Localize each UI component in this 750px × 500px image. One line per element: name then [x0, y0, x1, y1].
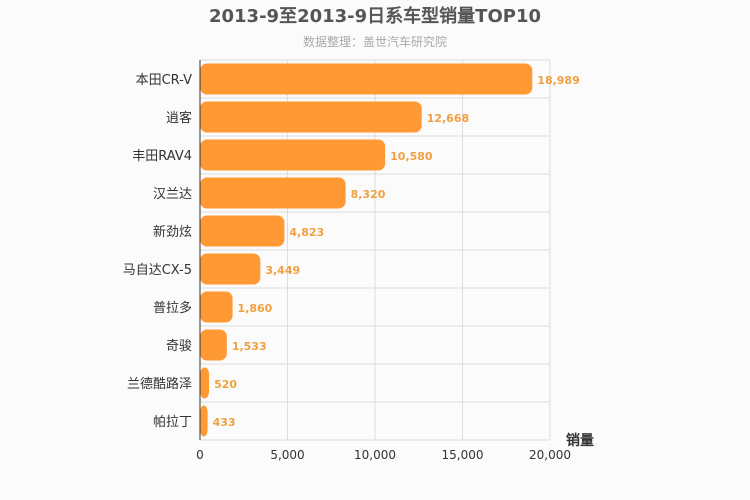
value-label: 3,449: [265, 264, 300, 277]
x-tick-label: 10,000: [354, 448, 396, 462]
bar: [200, 367, 210, 399]
category-label: 逍客: [166, 110, 192, 126]
category-label: 普拉多: [153, 300, 192, 316]
labels: 0 5,000 10,000 15,000 20,000 本田CR-V 18,989 逍客 12…: [123, 73, 580, 462]
value-label: 10,580: [390, 150, 433, 163]
value-label: 8,320: [351, 188, 386, 201]
category-label: 汉兰达: [153, 187, 192, 202]
bar: [200, 329, 227, 361]
value-label: 433: [213, 416, 236, 429]
category-label: 帕拉丁: [153, 415, 192, 430]
value-label: 1,533: [232, 340, 267, 353]
bar: [200, 177, 346, 209]
bar: [200, 291, 233, 323]
value-label: 4,823: [289, 226, 324, 239]
bar: [200, 253, 261, 285]
x-tick-label: 20,000: [529, 448, 571, 462]
x-tick-label: 15,000: [442, 448, 484, 462]
bar: [200, 405, 208, 437]
bar: [200, 139, 386, 171]
x-tick-label: 5,000: [270, 448, 304, 462]
category-label: 马自达CX-5: [123, 263, 192, 278]
bar: [200, 63, 533, 95]
value-label: 18,989: [537, 74, 579, 87]
value-label: 520: [214, 378, 237, 391]
category-label: 奇骏: [166, 338, 192, 354]
chart-title: 2013-9至2013-9日系车型销量TOP10: [209, 5, 541, 27]
value-label: 12,668: [427, 112, 469, 125]
bars: [200, 63, 533, 437]
x-tick-label: 0: [196, 448, 204, 462]
bar: [200, 101, 422, 133]
category-label: 本田CR-V: [136, 73, 193, 88]
category-label: 兰德酷路泽: [127, 376, 192, 392]
category-label: 丰田RAV4: [132, 149, 192, 164]
bar: [200, 215, 285, 247]
category-label: 新劲炫: [153, 224, 192, 240]
chart-subtitle: 数据整理：盖世汽车研究院: [303, 34, 447, 49]
grid-lines: [200, 59, 551, 441]
value-label: 1,860: [238, 302, 273, 315]
x-axis-title: 销量: [566, 432, 594, 449]
